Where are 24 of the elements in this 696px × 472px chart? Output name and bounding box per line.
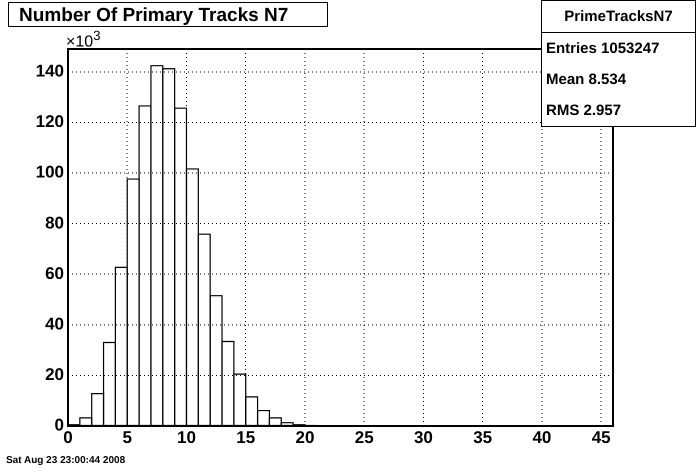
x-tick-label: 35 xyxy=(473,428,492,447)
y-tick-label: 40 xyxy=(45,314,64,334)
annotation: RMS 2.957 xyxy=(545,101,622,121)
x-tick-label: 20 xyxy=(295,428,314,447)
y-tick-label: 120 xyxy=(36,112,64,132)
annotation: Mean 8.534 xyxy=(545,70,628,90)
y-tick-label: 20 xyxy=(45,365,64,384)
y-tick-label: 140 xyxy=(36,61,64,80)
x-tick-label: 5 xyxy=(122,428,132,447)
x-tick-label: 45 xyxy=(592,428,611,447)
x-tick-label: 40 xyxy=(532,428,552,447)
text: Sat Aug 23 23:00:44 2008 xyxy=(6,455,126,466)
x-tick-label: 15 xyxy=(236,428,256,447)
x-tick-label: 30 xyxy=(414,428,433,447)
text: PrimeTracksN7 xyxy=(542,1,695,33)
y-tick-label: 0 xyxy=(54,416,64,435)
chart-title: Number Of Primary Tracks N7 xyxy=(8,2,328,27)
y-tick-label: 100 xyxy=(36,162,64,182)
annotation: Entries 1053247 xyxy=(545,39,660,59)
x-tick-label: 10 xyxy=(177,428,196,447)
y-tick-label: 80 xyxy=(45,213,64,232)
y-tick-label: 60 xyxy=(45,264,64,283)
y-axis-title: ×10$^{3}$ xyxy=(66,28,101,52)
x-tick-label: 25 xyxy=(354,428,374,447)
